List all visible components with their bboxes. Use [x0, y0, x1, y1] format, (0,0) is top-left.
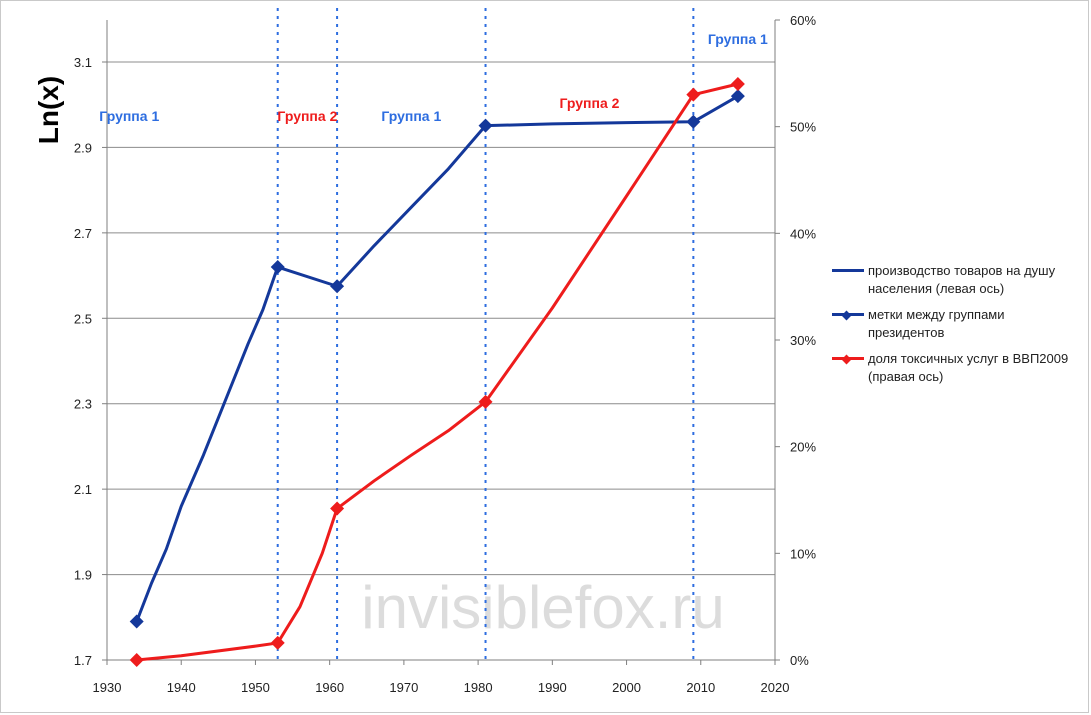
group-label-3: Группа 2 [559, 95, 619, 111]
marker-group-2 [330, 279, 345, 294]
x-tick-label-7: 2000 [612, 680, 641, 695]
x-tick-label-0: 1930 [93, 680, 122, 695]
left-tick-label-6: 2.9 [74, 140, 92, 155]
left-tick-label-2: 2.1 [74, 482, 92, 497]
right-tick-label-6: 60% [790, 13, 816, 28]
x-tick-label-3: 1960 [315, 680, 344, 695]
right-tick-label-0: 0% [790, 653, 809, 668]
marker-group-3 [478, 118, 493, 133]
marker-group-1 [270, 260, 285, 275]
marker-toxic-5 [730, 77, 745, 91]
marker-group-5 [730, 89, 745, 104]
legend-label-group-markers: метки между группами президентов [868, 307, 1005, 340]
left-tick-label-3: 2.3 [74, 397, 92, 412]
marker-toxic-3 [478, 394, 493, 409]
diamond-icon [841, 310, 852, 321]
right-tick-label-4: 40% [790, 226, 816, 241]
left-tick-label-0: 1.7 [74, 653, 92, 668]
right-tick-label-1: 10% [790, 546, 816, 561]
legend-label-toxic-share: доля токсичных услуг в ВВП2009 (правая о… [868, 351, 1069, 384]
marker-group-0 [129, 614, 144, 629]
y-axis-label: Ln(x) [33, 76, 64, 144]
left-tick-label-1: 1.9 [74, 568, 92, 583]
right-tick-label-2: 20% [790, 440, 816, 455]
marker-toxic-4 [686, 87, 701, 102]
marker-group-4 [686, 114, 701, 129]
diamond-icon [841, 354, 852, 365]
x-tick-label-4: 1970 [389, 680, 418, 695]
x-tick-label-8: 2010 [686, 680, 715, 695]
left-tick-label-7: 3.1 [74, 55, 92, 70]
group-label-4: Группа 1 [708, 31, 768, 47]
series-line-toxic-share [136, 82, 739, 662]
legend-item-production: производство товаров на душу населения (… [832, 262, 1082, 298]
legend-swatch-production [832, 269, 864, 272]
marker-toxic-2 [330, 501, 345, 516]
left-tick-label-5: 2.7 [74, 226, 92, 241]
x-tick-label-2: 1950 [241, 680, 270, 695]
group-label-1: Группа 2 [277, 108, 337, 124]
legend-item-toxic-share: доля токсичных услуг в ВВП2009 (правая о… [832, 350, 1082, 386]
right-tick-label-5: 50% [790, 120, 816, 135]
x-tick-label-6: 1990 [538, 680, 567, 695]
group-label-2: Группа 1 [381, 108, 441, 124]
x-tick-label-1: 1940 [167, 680, 196, 695]
watermark: invisiblefox.ru [361, 574, 725, 641]
legend-swatch-toxic-share [832, 354, 864, 365]
left-tick-label-4: 2.5 [74, 311, 92, 326]
marker-toxic-1 [270, 635, 285, 650]
right-tick-label-3: 30% [790, 333, 816, 348]
legend-label-production: производство товаров на душу населения (… [868, 263, 1056, 296]
x-tick-label-9: 2020 [761, 680, 790, 695]
group-label-0: Группа 1 [99, 108, 159, 124]
series-line-production [135, 94, 739, 623]
legend: производство товаров на душу населения (… [832, 262, 1082, 394]
marker-toxic-0 [129, 653, 144, 667]
x-tick-label-5: 1980 [464, 680, 493, 695]
legend-swatch-group-markers [832, 310, 864, 321]
legend-item-group-markers: метки между группами президентов [832, 306, 1082, 342]
